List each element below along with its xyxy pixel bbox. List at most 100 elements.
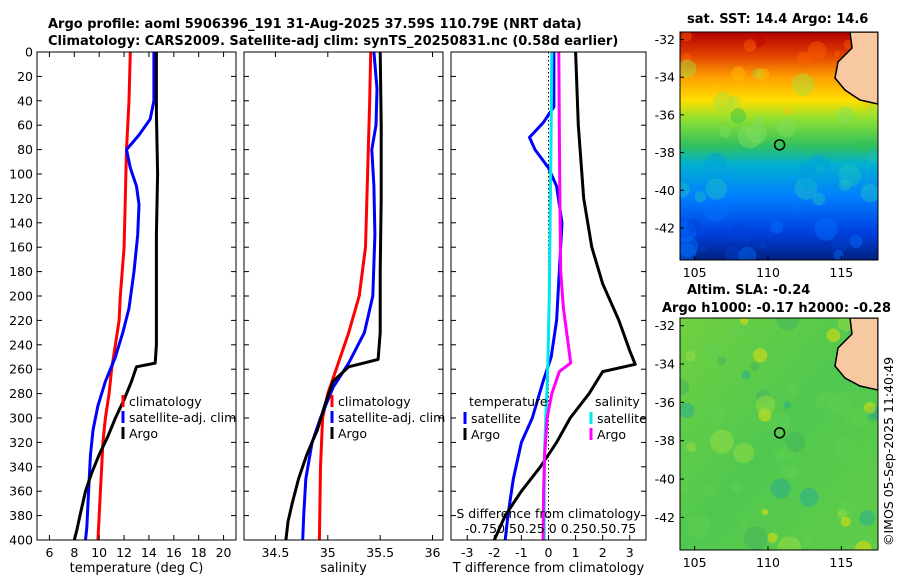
texture-blob — [699, 245, 706, 253]
map-x-tick-label: 110 — [756, 265, 780, 280]
sla-argo-marker — [773, 427, 786, 439]
texture-blob — [738, 246, 757, 260]
x-tick-label: -3 — [461, 545, 473, 560]
texture-blob — [776, 117, 797, 138]
texture-blob — [680, 379, 689, 396]
texture-blob — [842, 408, 858, 424]
map-y-tick-label: -42 — [655, 220, 675, 235]
x-axis-label: temperature (deg C) — [70, 561, 204, 576]
texture-blob — [838, 179, 851, 192]
series-argo — [284, 51, 383, 541]
texture-blob — [709, 429, 734, 454]
texture-blob — [777, 536, 802, 550]
map-y-tick-label: -36 — [655, 107, 675, 122]
panel-difference: -3 -2 -1 0 1 2 3T difference from climatology t… — [450, 51, 647, 576]
series-climatology — [317, 51, 373, 541]
texture-blob — [680, 236, 699, 257]
plot-frame — [36, 51, 237, 541]
x-axis-label: T difference from climatology — [452, 561, 645, 576]
texture-blob — [687, 514, 711, 539]
sst-map-axes: 105 110 115 -32 -34 -36 -38 -40 -42 — [655, 32, 854, 280]
panel-temperature: 0 20 40 60 80 100 120 140 160 180 200 220 240 260 280 3… — [9, 45, 237, 576]
sla-map-axes: 105 110 115 -32 -34 -36 -38 -40 -42 — [655, 318, 854, 570]
texture-blob — [758, 242, 767, 251]
y-tick-label: 0 — [25, 45, 33, 60]
texture-blob — [836, 106, 855, 125]
x-tick-label: 20 — [216, 545, 232, 560]
y-tick-label: 380 — [9, 508, 33, 523]
texture-blob — [680, 402, 695, 419]
texture-blob — [784, 106, 793, 116]
legend-label: Argo — [471, 427, 500, 442]
texture-blob — [868, 151, 878, 164]
texture-blob — [840, 516, 851, 527]
texture-blob — [704, 152, 727, 175]
x-tick-label: 18 — [191, 545, 207, 560]
texture-blob — [744, 526, 768, 550]
profile-charts: 0204060801001201401601802002202402602803… — [9, 45, 647, 577]
texture-blob — [773, 449, 787, 462]
texture-blob — [815, 164, 826, 174]
y-tick-label: 360 — [9, 484, 33, 499]
y-tick-label: 40 — [17, 93, 33, 108]
texture-blob — [807, 41, 827, 61]
texture-blob — [835, 501, 856, 521]
texture-blob — [783, 401, 791, 410]
y-tick-label: 60 — [17, 118, 33, 133]
texture-blob — [731, 481, 743, 493]
texture-blob — [761, 508, 769, 516]
texture-blob — [849, 235, 863, 249]
texture-blob — [702, 483, 716, 497]
legend-temperature-title: temperature — [469, 394, 548, 409]
sla-map-title-2: Argo h1000: -0.17 h2000: -0.28 — [662, 301, 891, 316]
texture-blob — [780, 464, 794, 479]
y-tick-label: 340 — [9, 459, 33, 474]
y-tick-label: 100 — [9, 167, 33, 182]
texture-blob — [868, 406, 878, 420]
texture-blob — [680, 59, 697, 78]
sst-argo-marker — [773, 139, 786, 151]
sst-map-title: sat. SST: 14.4 Argo: 14.6 — [687, 12, 868, 27]
texture-blob — [680, 243, 697, 260]
sst-map-frame — [679, 31, 879, 261]
map-x-tick-label: 110 — [756, 555, 780, 570]
legend-label: Argo — [338, 426, 367, 441]
texture-blob — [739, 518, 748, 528]
y-tick-label: 20 — [17, 69, 33, 84]
texture-blob — [812, 192, 826, 206]
texture-blob — [829, 231, 851, 252]
texture-blob — [719, 126, 732, 138]
legend-label: satellite-adj. clim — [338, 410, 445, 425]
texture-blob — [841, 539, 851, 549]
x-tick-label: 14 — [141, 545, 157, 560]
texture-blob — [703, 198, 728, 222]
title-line-2: Climatology: CARS2009. Satellite-adj cli… — [48, 34, 618, 49]
texture-blob — [743, 39, 757, 52]
texture-blob — [786, 383, 799, 397]
series-satellite-adj-clim — [84, 52, 156, 541]
texture-blob — [694, 191, 707, 203]
texture-blob — [682, 53, 692, 63]
map-y-tick-label: -32 — [655, 318, 675, 333]
series-climatology — [96, 51, 132, 541]
map-y-tick-label: -38 — [655, 433, 675, 448]
texture-blob — [837, 509, 848, 519]
texture-blob — [739, 230, 753, 243]
map-x-tick-label: 115 — [829, 555, 853, 570]
texture-blob — [784, 464, 800, 480]
map-x-tick-label: 115 — [829, 265, 853, 280]
texture-blob — [696, 401, 712, 416]
x-tick-label: 8 — [70, 545, 78, 560]
texture-blob — [804, 537, 813, 546]
texture-blob — [866, 100, 878, 118]
y-tick-label: 220 — [9, 313, 33, 328]
texture-blob — [806, 154, 830, 179]
texture-blob — [741, 370, 751, 380]
texture-blob — [826, 328, 841, 343]
series-satellite-adj-clim — [301, 51, 379, 541]
texture-blob — [814, 217, 838, 241]
texture-blob — [756, 395, 776, 415]
texture-blob — [750, 362, 760, 371]
texture-blob — [828, 392, 852, 415]
sla-map-title: Altim. SLA: -0.24 — [687, 283, 810, 298]
